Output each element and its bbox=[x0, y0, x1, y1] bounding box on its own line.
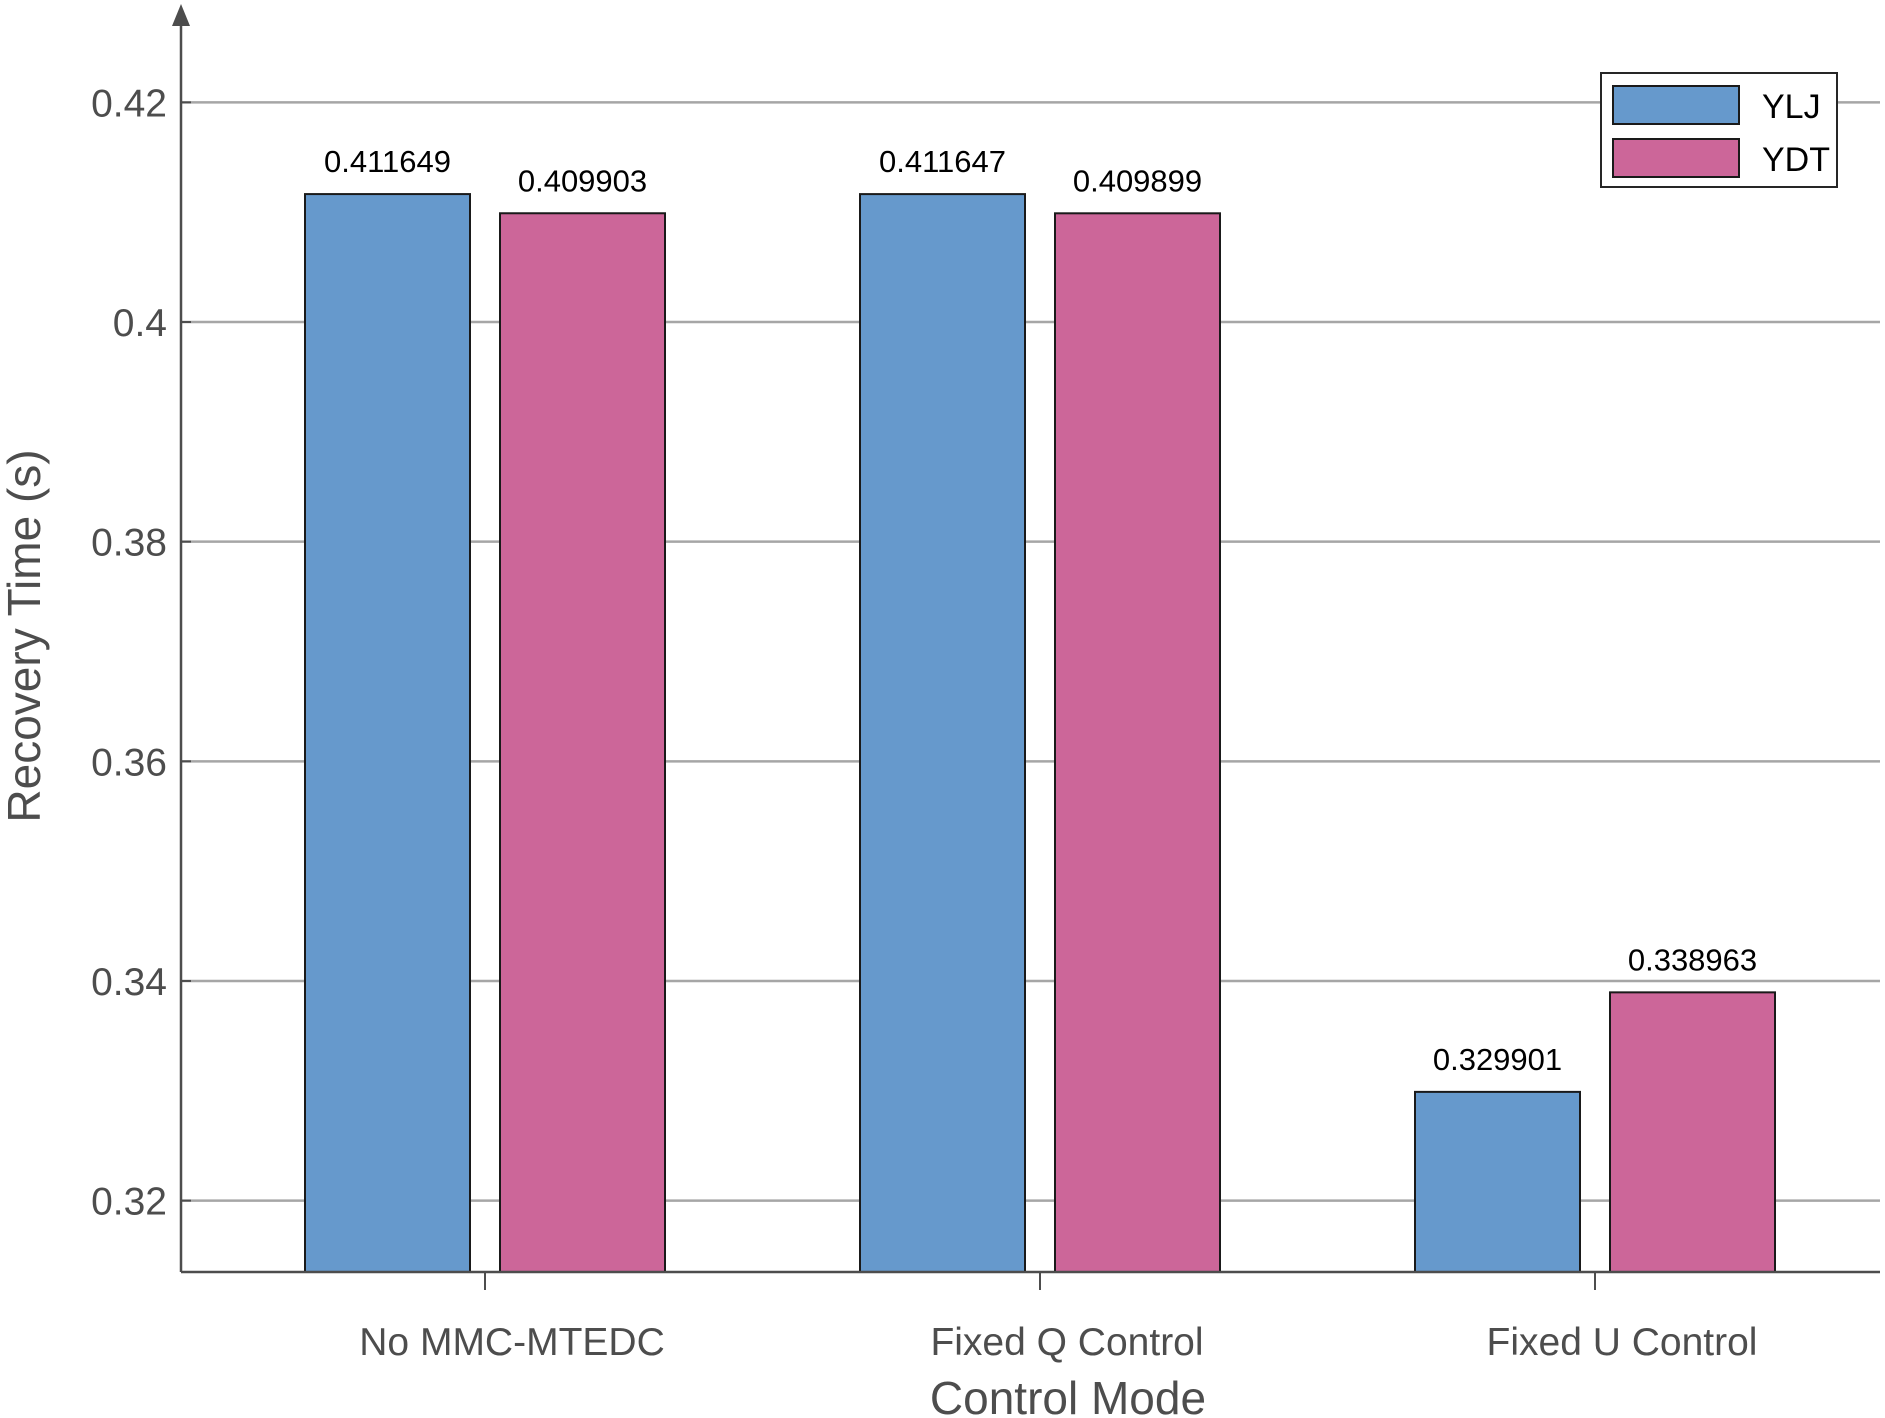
bar-ydt bbox=[499, 212, 666, 1273]
x-tick-label: Fixed U Control bbox=[1487, 1321, 1758, 1364]
bar-ylj bbox=[1414, 1090, 1581, 1273]
legend-swatch-ylj bbox=[1612, 85, 1740, 125]
data-label: 0.409903 bbox=[518, 163, 647, 198]
legend: YLJ YDT bbox=[1600, 72, 1838, 188]
y-axis-title: Recovery Time (s) bbox=[0, 449, 50, 822]
x-tick-label: No MMC-MTEDC bbox=[359, 1321, 664, 1364]
y-tick-label: 0.4 bbox=[113, 302, 167, 345]
legend-label-ylj: YLJ bbox=[1762, 88, 1821, 126]
y-axis-arrow bbox=[172, 4, 190, 26]
axes bbox=[172, 4, 1880, 1290]
data-label: 0.411647 bbox=[879, 144, 1006, 179]
data-label: 0.411649 bbox=[324, 144, 451, 179]
y-tick-label: 0.36 bbox=[91, 741, 167, 784]
y-tick-label: 0.34 bbox=[91, 961, 167, 1004]
bars bbox=[304, 193, 1776, 1274]
y-tick-label: 0.42 bbox=[91, 82, 167, 125]
bar-ydt bbox=[1609, 991, 1776, 1273]
x-axis-title: Control Mode bbox=[930, 1372, 1206, 1418]
data-label: 0.409899 bbox=[1073, 163, 1202, 198]
y-tick-label: 0.32 bbox=[91, 1181, 167, 1224]
x-tick-label: Fixed Q Control bbox=[930, 1321, 1203, 1364]
labels: 0.32 0.34 0.36 0.38 0.4 0.42 0.411649 0.411647 0… bbox=[91, 82, 1757, 1364]
bar-ylj bbox=[859, 193, 1026, 1274]
legend-label-ydt: YDT bbox=[1762, 141, 1830, 179]
bar-ylj bbox=[304, 193, 471, 1274]
data-label: 0.329901 bbox=[1433, 1042, 1562, 1077]
data-label: 0.338963 bbox=[1628, 942, 1757, 977]
bar-ydt bbox=[1054, 212, 1221, 1273]
legend-swatch-ydt bbox=[1612, 138, 1740, 178]
y-tick-label: 0.38 bbox=[91, 522, 167, 565]
